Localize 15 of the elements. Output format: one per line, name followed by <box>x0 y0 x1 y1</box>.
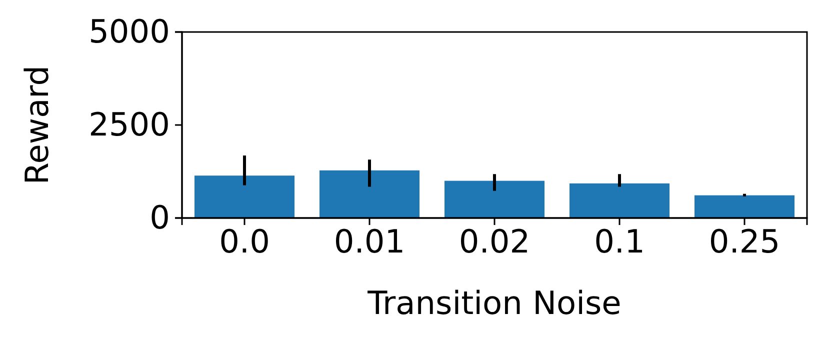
y-axis-title: Reward <box>18 65 56 185</box>
bar <box>694 195 794 218</box>
x-tick-label: 0.1 <box>594 222 645 261</box>
y-tick-label: 0 <box>150 198 170 236</box>
x-tick-label: 0.0 <box>219 222 270 261</box>
x-tick-label: 0.02 <box>458 222 530 261</box>
x-tick-label: 0.01 <box>334 222 406 261</box>
y-tick-label: 5000 <box>88 12 170 50</box>
x-tick-label: 0.25 <box>708 222 780 261</box>
x-axis-title: Transition Noise <box>366 284 622 322</box>
bar <box>194 176 294 218</box>
bar <box>570 183 670 218</box>
bar <box>320 170 420 218</box>
y-tick-label: 2500 <box>88 105 170 144</box>
bar <box>444 180 544 218</box>
